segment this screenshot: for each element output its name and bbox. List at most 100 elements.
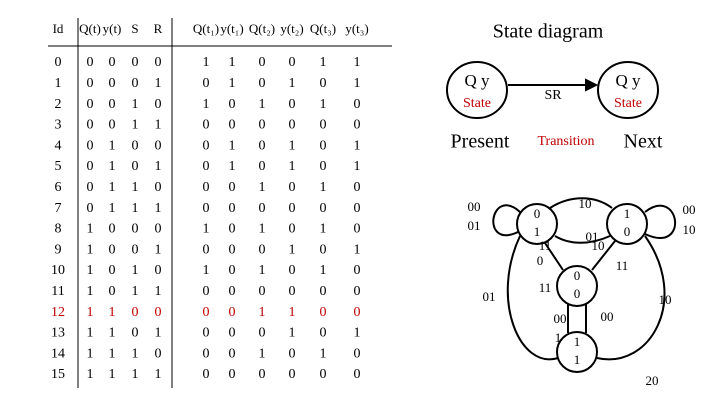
node-label: 1 [624, 206, 631, 221]
table-cell: 0 [259, 367, 266, 382]
table-cell: 0 [87, 180, 94, 195]
table-cell: 1 [109, 180, 116, 195]
table-cell: 0 [155, 138, 162, 153]
edge-label: 00 [554, 311, 567, 326]
table-cell: 1 [132, 180, 139, 195]
state-node [556, 265, 598, 307]
self-loop [644, 204, 677, 239]
table-cell: 1 [320, 222, 327, 237]
table-cell: 0 [132, 305, 139, 320]
heading: Next [624, 131, 663, 153]
table-cell: 0 [229, 222, 236, 237]
table-cell: 1 [289, 76, 296, 91]
table-cell: 2 [55, 97, 62, 112]
table-cell: 0 [289, 222, 296, 237]
table-cell: 1 [109, 346, 116, 361]
table-cell: 0 [109, 222, 116, 237]
table-cell: 1 [259, 222, 266, 237]
table-cell: 1 [289, 242, 296, 257]
table-cell: 1 [203, 55, 210, 70]
table-cell: 1 [320, 55, 327, 70]
table-cell: 0 [229, 367, 236, 382]
edge-label: 01 [586, 229, 599, 244]
table-cell: 1 [109, 138, 116, 153]
edge-label: 11 [616, 258, 629, 273]
table-cell: 1 [354, 159, 361, 174]
table-cell: 0 [289, 97, 296, 112]
table-cell: 0 [289, 284, 296, 299]
table-cell: 8 [55, 222, 62, 237]
legend-label: Q y [615, 71, 641, 90]
table-cell: 1 [155, 367, 162, 382]
table-cell: 0 [229, 97, 236, 112]
table-cell: 0 [289, 55, 296, 70]
table-cell: 1 [155, 242, 162, 257]
legend-label: State [463, 96, 491, 111]
table-cell: 0 [203, 180, 210, 195]
edge-label: 10 [579, 196, 592, 211]
table-cell: 1 [132, 97, 139, 112]
column-header: y(t₁) [220, 21, 243, 36]
table-cell: 1 [87, 242, 94, 257]
table-cell: 1 [155, 326, 162, 341]
table-cell: 0 [229, 180, 236, 195]
table-cell: 0 [229, 326, 236, 341]
table-cell: 1 [259, 346, 266, 361]
table-cell: 0 [320, 284, 327, 299]
table-cell: 0 [132, 159, 139, 174]
table-cell: 0 [87, 97, 94, 112]
table-cell: 1 [229, 159, 236, 174]
column-header: y(t) [103, 21, 122, 36]
arrow-head [585, 78, 599, 92]
edge-label: 00 [683, 202, 696, 217]
table-cell: 0 [289, 263, 296, 278]
table-cell: 10 [51, 263, 65, 278]
table-cell: 0 [155, 222, 162, 237]
table-cell: 0 [109, 76, 116, 91]
table-cell: 0 [320, 159, 327, 174]
table-cell: 1 [289, 138, 296, 153]
column-header: Q(t) [79, 21, 101, 36]
table-cell: 0 [155, 305, 162, 320]
edge-label: 00 [601, 309, 614, 324]
table-cell: 1 [155, 118, 162, 133]
table-cell: 0 [132, 242, 139, 257]
table-cell: 0 [55, 55, 62, 70]
table-cell: 1 [354, 55, 361, 70]
node-label: 1 [574, 352, 581, 367]
table-cell: 0 [155, 180, 162, 195]
table-cell: 0 [354, 263, 361, 278]
table-cell: 1 [87, 326, 94, 341]
table-cell: 12 [51, 305, 65, 320]
table-cell: 0 [203, 326, 210, 341]
table-cell: 0 [132, 222, 139, 237]
table-cell: 3 [55, 118, 62, 133]
table-cell: 0 [320, 242, 327, 257]
table-cell: 1 [203, 97, 210, 112]
transition [554, 235, 611, 244]
column-header: y(t₂) [280, 21, 303, 36]
table-cell: 1 [203, 222, 210, 237]
node-label: 0 [574, 268, 581, 283]
diagram-title: State diagram [493, 21, 604, 43]
table-cell: 0 [320, 326, 327, 341]
column-header: Q(t₃) [310, 21, 336, 36]
table-cell: 1 [55, 76, 62, 91]
transition [506, 235, 559, 361]
node-label: 0 [574, 286, 581, 301]
heading: Present [451, 131, 510, 153]
column-header: y(t₃) [345, 21, 368, 36]
table-cell: 1 [320, 346, 327, 361]
truth-table: Id Q(t) y(t) S R Q(t₁) y(t₁) Q(t₂) y(t₂) Q(t₃) y(t… [48, 18, 392, 388]
edge-label: 10 [683, 222, 696, 237]
table-cell: 1 [155, 284, 162, 299]
legend-label: Q y [464, 71, 490, 90]
edge-label: 00 [468, 199, 481, 214]
column-header: R [154, 21, 163, 36]
table-cell: 1 [203, 263, 210, 278]
table-cell: 0 [259, 138, 266, 153]
table-cell: 1 [109, 159, 116, 174]
table-cell: 1 [132, 201, 139, 216]
table-cell: 1 [132, 284, 139, 299]
table-cell: 0 [229, 201, 236, 216]
